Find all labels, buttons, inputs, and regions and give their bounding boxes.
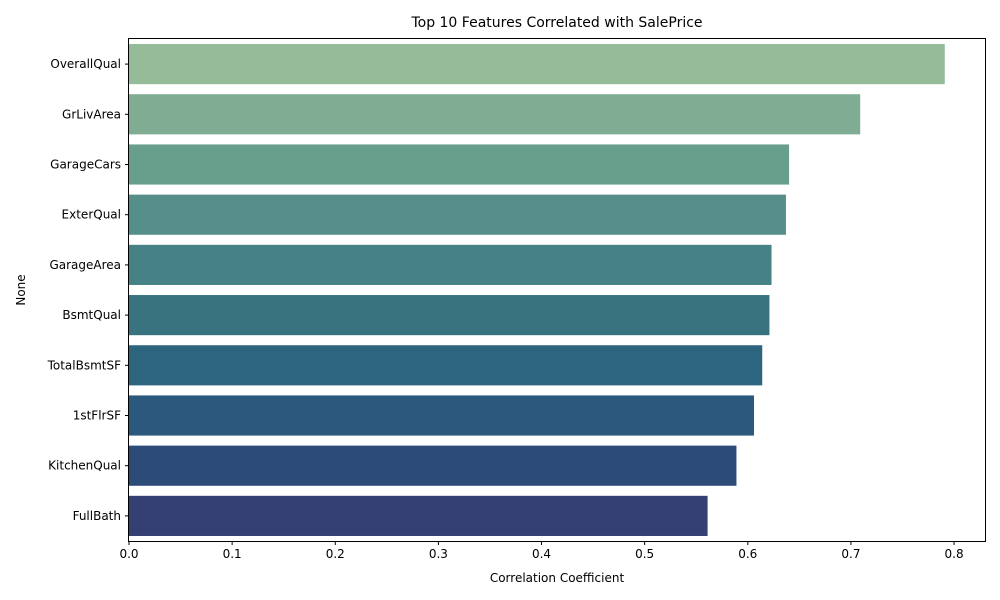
- bars: [129, 44, 945, 536]
- x-tick-label: 0.5: [635, 547, 654, 561]
- bar-GarageArea: [129, 244, 772, 285]
- bar-OverallQual: [129, 44, 945, 85]
- y-tick-label: GarageCars: [50, 158, 121, 172]
- x-tick-label: 0.7: [841, 547, 860, 561]
- y-tick-label: BsmtQual: [62, 308, 121, 322]
- y-axis-label: None: [14, 274, 28, 305]
- y-tick-label: FullBath: [73, 509, 121, 523]
- y-tick-label: GarageArea: [49, 258, 121, 272]
- bar-KitchenQual: [129, 445, 737, 486]
- x-tick-label: 0.4: [532, 547, 551, 561]
- x-tick-label: 0.3: [429, 547, 448, 561]
- bar-1stFlrSF: [129, 395, 754, 436]
- axis-ticks: OverallQual GrLivArea GarageCars ExterQual G…: [47, 57, 964, 561]
- bar-GarageCars: [129, 144, 790, 185]
- bar-ExterQual: [129, 194, 786, 235]
- plot-frame: [128, 38, 986, 542]
- y-tick-label: ExterQual: [62, 208, 121, 222]
- bar-FullBath: [129, 495, 708, 536]
- x-tick-label: 0.6: [738, 547, 757, 561]
- y-tick-label: 1stFlrSF: [73, 409, 121, 423]
- x-tick-label: 0.8: [945, 547, 964, 561]
- y-tick-label: GrLivArea: [62, 107, 121, 121]
- bar-BsmtQual: [129, 295, 770, 336]
- x-tick-label: 0.0: [119, 547, 138, 561]
- x-axis-label: Correlation Coefficient: [490, 571, 625, 585]
- y-tick-label: OverallQual: [50, 57, 121, 71]
- bar-GrLivArea: [129, 94, 861, 135]
- y-tick-label: TotalBsmtSF: [47, 358, 122, 372]
- x-tick-label: 0.1: [223, 547, 242, 561]
- bar-TotalBsmtSF: [129, 345, 763, 386]
- chart-title: Top 10 Features Correlated with SalePric…: [410, 15, 702, 31]
- x-tick-label: 0.2: [326, 547, 345, 561]
- y-tick-label: KitchenQual: [48, 459, 121, 473]
